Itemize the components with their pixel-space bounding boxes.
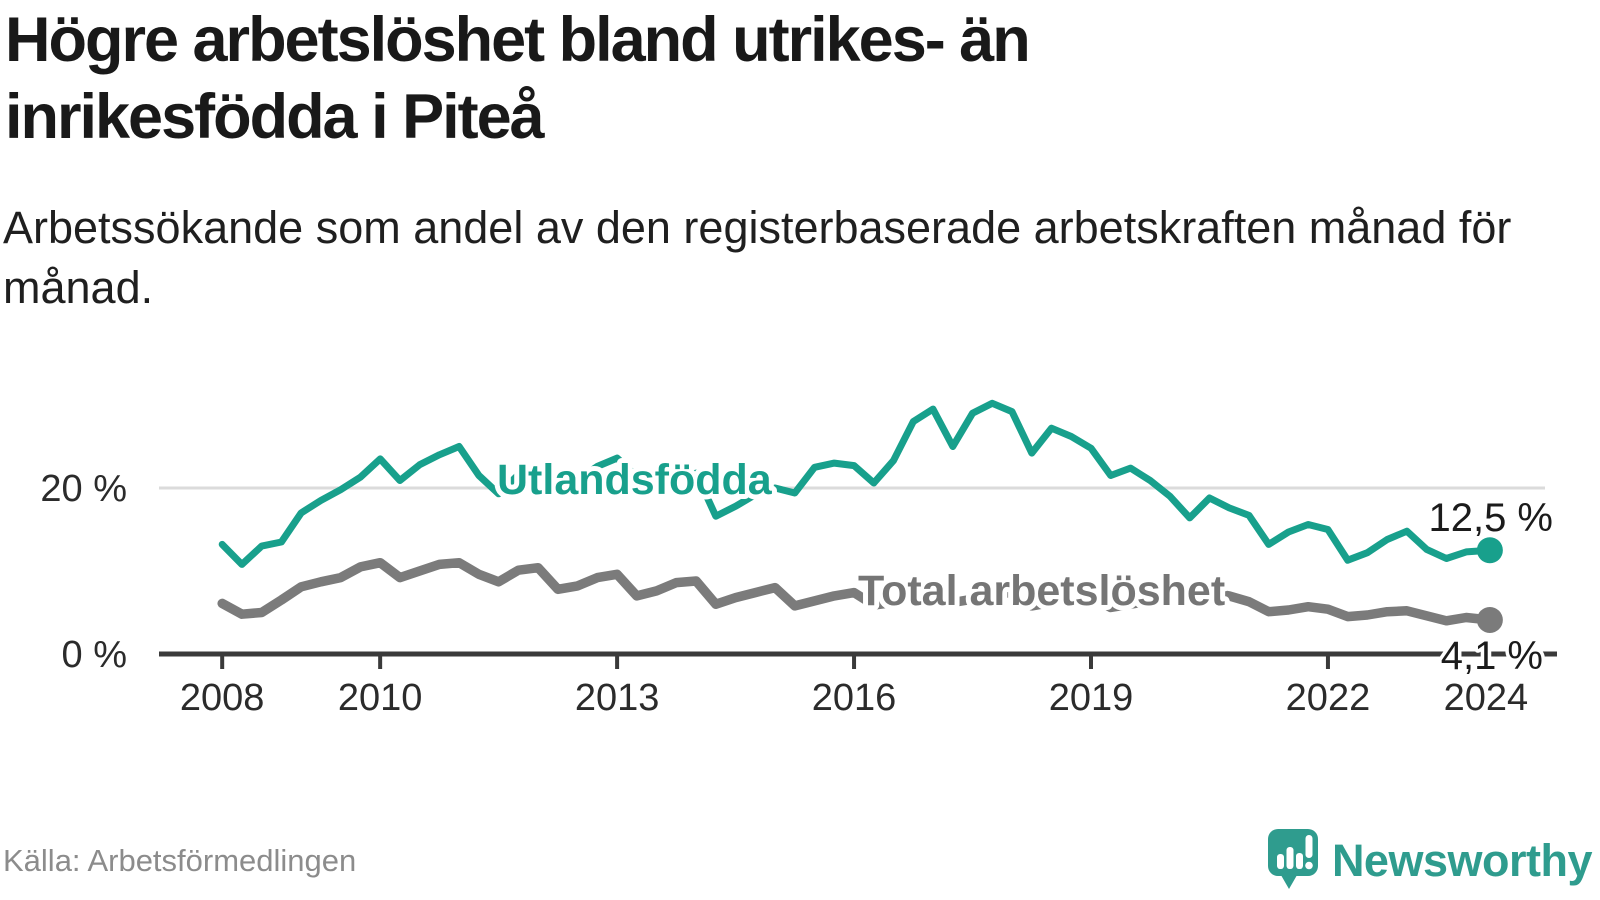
y-axis-label-20: 20 %: [40, 468, 127, 510]
x-axis-label-2024: 2024: [1444, 677, 1529, 719]
logo-bar-1: [1276, 854, 1284, 869]
y-axis-label-0: 0 %: [62, 634, 127, 676]
x-axis-label-2008: 2008: [180, 677, 265, 719]
series-label-utlandsfodda: Utlandsfödda: [497, 456, 773, 504]
newsworthy-brand: Newsworthy: [1267, 820, 1593, 900]
page-title: Högre arbetslöshet bland utrikes- än inr…: [5, 5, 1031, 152]
logo-exclamation-bar: [1305, 835, 1313, 858]
source-note: Källa: Arbetsförmedlingen: [3, 843, 357, 878]
x-axis-label-2010: 2010: [338, 677, 423, 719]
series-label-total: Total arbetslöshet: [858, 567, 1225, 615]
brand-name: Newsworthy: [1331, 835, 1593, 886]
total-arbetsloshet-line: [217, 557, 1495, 626]
utlandsfodda-line: [218, 399, 1494, 568]
logo-bar-2: [1286, 847, 1294, 869]
x-axis-label-2022: 2022: [1286, 677, 1371, 719]
x-axis-label-2016: 2016: [812, 677, 897, 719]
total-end-dot: [1476, 606, 1503, 633]
x-axis-label-2019: 2019: [1049, 677, 1134, 719]
utlandsfodda-end-dot: [1476, 537, 1503, 564]
value-label-utlandsfodda: 12,5 %: [1428, 496, 1553, 540]
x-axis-label-2013: 2013: [575, 677, 660, 719]
newsworthy-logo-icon: [1267, 829, 1318, 889]
value-label-total: 4,1 %: [1441, 634, 1543, 678]
logo-exclamation-dot: [1305, 861, 1313, 870]
page-subtitle: Arbetssökande som andel av den registerb…: [3, 202, 1512, 313]
logo-bar-3: [1295, 853, 1303, 869]
